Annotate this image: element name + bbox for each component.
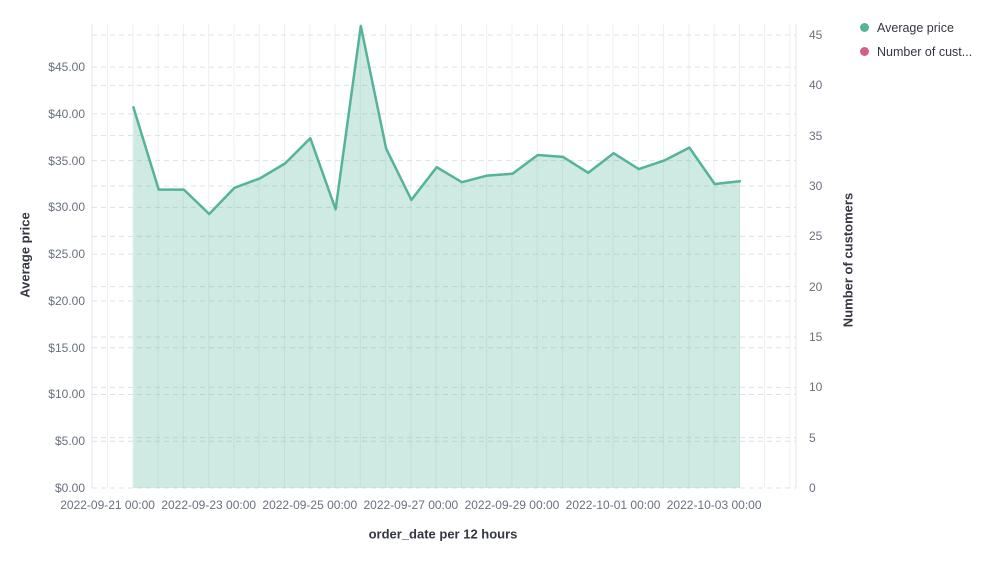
horizontal-gridlines <box>92 34 796 489</box>
legend-item-label: Average price <box>877 20 954 35</box>
left-axis-tick: $10.00 <box>48 387 85 402</box>
average-price-area <box>133 26 740 488</box>
right-axis-tick: 15 <box>809 330 823 344</box>
right-axis-tick: 30 <box>809 179 823 193</box>
right-axis-tick: 25 <box>809 229 823 244</box>
legend-color-dot-icon <box>860 47 869 56</box>
x-axis-tick: 2022-09-29 00:00 <box>464 498 560 512</box>
x-axis-tick: 2022-10-01 00:00 <box>565 498 661 512</box>
x-axis-tick: 2022-09-21 00:00 <box>60 498 155 512</box>
right-axis-tick: 45 <box>809 28 823 42</box>
vertical-gridlines <box>107 24 791 488</box>
x-axis-tick: 2022-09-23 00:00 <box>161 498 257 512</box>
legend-item-number-of-customers[interactable]: Number of cust... <box>860 43 972 60</box>
left-axis-tick: $15.00 <box>48 340 85 355</box>
x-axis-title: order_date per 12 hours <box>368 526 518 542</box>
right-axis-tick: 35 <box>809 128 823 143</box>
left-axis-title: Average price <box>17 212 33 298</box>
right-axis-title: Number of customers <box>840 192 856 328</box>
x-axis-tick: 2022-09-27 00:00 <box>363 498 459 512</box>
left-axis-tick: $0.00 <box>54 481 85 495</box>
right-axis-tick: 40 <box>809 78 823 93</box>
x-axis-tick: 2022-10-03 00:00 <box>666 498 762 512</box>
left-axis-tick: $45.00 <box>48 60 85 75</box>
left-axis-tick: $20.00 <box>48 293 85 308</box>
right-axis-tick: 5 <box>809 430 816 445</box>
right-axis-tick: 20 <box>809 279 823 294</box>
legend: Average price Number of cust... <box>860 19 972 60</box>
legend-color-dot-icon <box>860 23 869 32</box>
right-axis-tick: 10 <box>809 380 823 395</box>
x-axis-tick: 2022-09-25 00:00 <box>262 498 358 512</box>
left-axis-tick: $30.00 <box>48 200 85 215</box>
legend-item-label: Number of cust... <box>877 44 973 59</box>
average-price-line <box>132 24 742 216</box>
left-axis-tick: $25.00 <box>48 247 85 262</box>
right-axis-tick: 0 <box>809 481 816 495</box>
legend-item-average-price[interactable]: Average price <box>860 19 972 36</box>
left-axis-tick: $35.00 <box>48 153 85 168</box>
left-axis-tick: $40.00 <box>48 106 85 121</box>
left-axis-tick: $5.00 <box>54 434 85 449</box>
